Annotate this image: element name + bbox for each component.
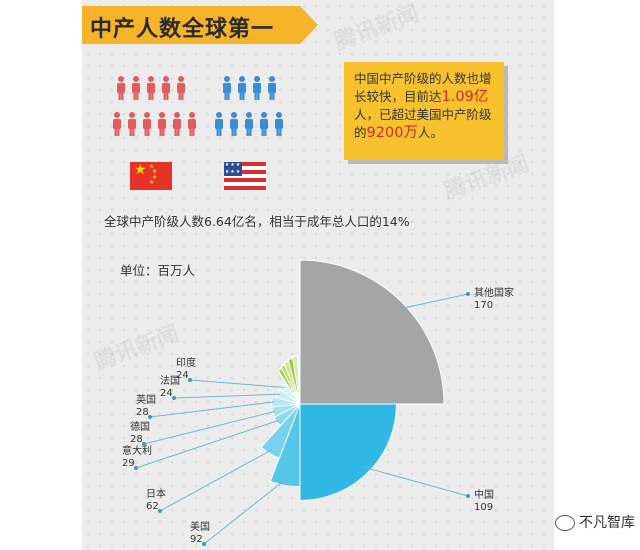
callout-highlight-us: 9200万	[366, 125, 418, 141]
leader-line-0	[393, 293, 469, 311]
title-banner: 中产人数全球第一	[82, 6, 318, 44]
person-icon	[275, 112, 283, 136]
page-title: 中产人数全球第一	[90, 17, 275, 42]
pie-slice-3	[260, 403, 301, 459]
person-icon	[188, 112, 196, 136]
person-icon	[177, 76, 185, 100]
leader-line-1	[362, 466, 469, 497]
slice-label-6: 英国	[136, 393, 156, 406]
pie-slice-1	[299, 403, 398, 502]
callout-text-3: 人。	[417, 125, 443, 140]
leader-dot-6	[148, 415, 152, 419]
pie-slice-0	[299, 259, 445, 405]
person-icon	[117, 76, 125, 100]
person-icon	[128, 112, 136, 136]
us-people-icon-group	[215, 76, 283, 136]
slice-value-1: 109	[474, 502, 493, 513]
leader-dot-8	[188, 378, 192, 382]
person-icon	[147, 76, 155, 100]
slice-label-0: 其他国家	[474, 286, 514, 299]
slice-value-6: 28	[136, 407, 149, 418]
person-icon	[173, 112, 181, 136]
person-icon	[223, 76, 231, 100]
leader-dot-2	[202, 542, 206, 546]
person-icon	[113, 112, 121, 136]
person-icon	[230, 112, 238, 136]
slice-label-2: 美国	[190, 520, 210, 533]
leader-dot-1	[466, 494, 470, 498]
person-icon	[245, 112, 253, 136]
leader-line-5	[143, 410, 276, 445]
slice-value-0: 170	[474, 300, 493, 311]
person-icon	[260, 112, 268, 136]
slice-label-7: 法国	[160, 374, 180, 387]
infographic-panel: 腾讯新闻 腾讯新闻 腾讯新闻 腾讯新闻 中产人数全球第一 ★ ★ ★ ★ ★ ★…	[82, 0, 554, 550]
chart-note: 全球中产阶级人数6.64亿名，相当于成年总人口的14%	[104, 214, 410, 229]
brand-name: 不凡智库	[579, 515, 635, 531]
pie-slice-small-4	[291, 355, 301, 405]
callout-highlight-china: 1.09亿	[441, 89, 489, 105]
callout-text-2: 人，已超过美国中产阶级的	[354, 107, 492, 140]
leader-line-6	[149, 401, 274, 418]
leader-line-2	[203, 478, 287, 545]
slice-value-5: 28	[130, 434, 143, 445]
slice-value-8: 24	[176, 370, 189, 381]
person-icon	[215, 112, 223, 136]
person-icon	[268, 76, 276, 100]
leader-dot-7	[172, 396, 176, 400]
us-flag-icon: ★★★ ★★★	[224, 162, 266, 190]
callout-text-1: 中国中产阶级的人数也增长较快，目前达	[354, 71, 492, 104]
slice-label-3: 日本	[146, 487, 166, 500]
person-icon	[238, 76, 246, 100]
wechat-icon	[555, 515, 575, 531]
person-icon	[253, 76, 261, 100]
slice-value-2: 92	[190, 534, 203, 545]
leader-line-7	[173, 393, 280, 399]
china-flag-icon: ★ ★ ★ ★ ★	[130, 162, 172, 190]
leader-line-3	[159, 449, 273, 512]
leader-dot-0	[466, 292, 470, 296]
leader-dot-3	[158, 509, 162, 513]
person-icon	[158, 112, 166, 136]
pie-chart: 其他国家170中国109美国92日本62意大利29德国28英国28法国24印度2…	[122, 259, 514, 546]
brand-watermark: 不凡智库	[555, 512, 635, 532]
slice-label-5: 德国	[130, 420, 150, 433]
person-icon	[162, 76, 170, 100]
leader-dot-4	[134, 466, 138, 470]
leader-dot-5	[142, 442, 146, 446]
person-icon	[143, 112, 151, 136]
slice-label-1: 中国	[474, 488, 494, 501]
chart-unit: 单位：百万人	[120, 263, 196, 278]
person-icon	[132, 76, 140, 100]
callout-box: 中国中产阶级的人数也增长较快，目前达1.09亿人，已超过美国中产阶级的9200万…	[344, 62, 504, 160]
pie-slice-4	[273, 403, 301, 427]
leader-line-8	[189, 379, 285, 388]
slice-value-4: 29	[122, 458, 135, 469]
slice-label-4: 意大利	[122, 444, 152, 457]
slice-value-7: 24	[160, 388, 173, 399]
slice-label-8: 印度	[176, 356, 196, 369]
china-people-icon-group	[113, 76, 196, 136]
slice-value-3: 62	[146, 501, 159, 512]
leader-line-4	[135, 419, 279, 469]
